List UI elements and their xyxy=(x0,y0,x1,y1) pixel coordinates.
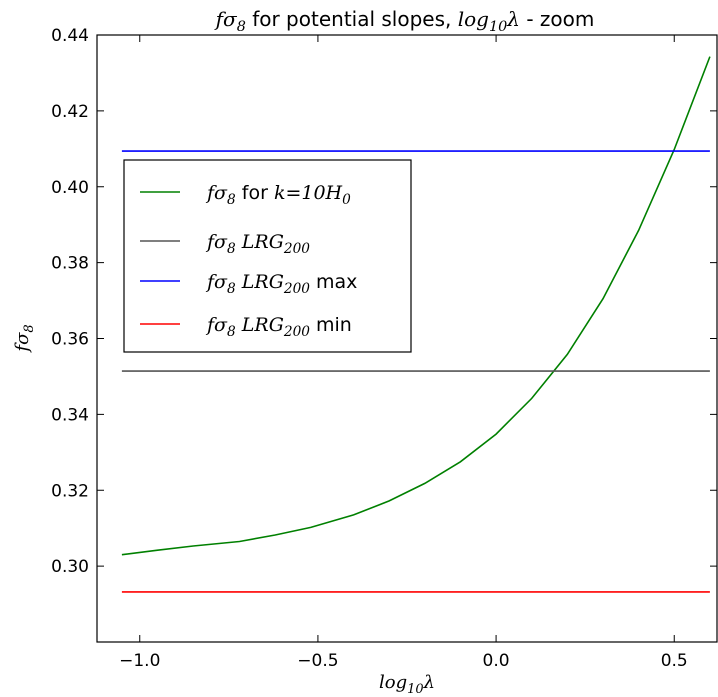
legend-label-part: fσ xyxy=(205,271,228,293)
ticks: −1.0 −0.5 0.0 0.5 0.30 0.32 0.34 0.36 0.38 0.40 0.… xyxy=(51,26,717,671)
legend-label-part: k xyxy=(274,182,286,204)
legend-label-part: 10H xyxy=(301,182,342,204)
y-tick-label: 0.38 xyxy=(51,254,89,274)
legend-label-part: 0 xyxy=(342,192,351,208)
legend-label-part: for xyxy=(236,182,274,204)
ylabel-sub: 8 xyxy=(22,324,37,332)
title-math: fσ xyxy=(214,7,238,31)
legend-label-part: LRG xyxy=(241,314,284,336)
legend-label-part: fσ xyxy=(205,182,228,204)
legend-label-0: fσ8 for k=10H0 xyxy=(205,182,351,208)
legend-label-part: 8 xyxy=(227,281,236,297)
legend-label-part: 200 xyxy=(283,241,310,257)
legend-label-part: 200 xyxy=(283,281,310,297)
y-tick-label: 0.34 xyxy=(51,405,89,425)
y-tick-label: 0.44 xyxy=(51,26,89,46)
y-tick-label: 0.40 xyxy=(51,178,89,198)
legend-label-1: fσ8 LRG200 xyxy=(205,231,310,257)
x-tick-label: 0.0 xyxy=(483,651,510,671)
xlabel-tail: λ xyxy=(423,672,435,693)
y-axis-label: fσ8 xyxy=(12,324,37,353)
xlabel-sub: 10 xyxy=(407,682,423,697)
x-axis-label: log10λ xyxy=(379,672,435,697)
plot-area xyxy=(121,56,711,593)
x-tick-label: 0.5 xyxy=(661,651,688,671)
legend-label-part: LRG xyxy=(241,271,284,293)
ylabel-math: fσ xyxy=(12,332,33,354)
legend-label-part: 8 xyxy=(227,324,236,340)
y-tick-label: 0.32 xyxy=(51,481,89,501)
legend-label-part: LRG xyxy=(241,231,284,253)
xlabel-math: log xyxy=(379,672,407,693)
x-tick-label: −1.0 xyxy=(119,651,160,671)
axes-frame xyxy=(96,34,718,643)
title-math2: log xyxy=(458,7,489,31)
legend-label-part: min xyxy=(310,314,352,336)
title-text-mid: for potential slopes, xyxy=(246,7,458,31)
legend-label-part: fσ xyxy=(205,314,228,336)
legend-label-part: 8 xyxy=(227,241,236,257)
y-tick-label: 0.36 xyxy=(51,330,89,350)
legend-label-3: fσ8 LRG200 min xyxy=(205,314,352,340)
title-math2-tail: λ xyxy=(506,7,520,31)
y-tick-label: 0.30 xyxy=(51,557,89,577)
chart-title: fσ8 for potential slopes, log10λ - zoom xyxy=(214,7,595,35)
y-tick-label: 0.42 xyxy=(51,102,89,122)
legend-label-part: 8 xyxy=(227,192,236,208)
series-line-0 xyxy=(121,56,711,556)
title-math2-sub: 10 xyxy=(489,19,507,35)
legend-label-2: fσ8 LRG200 max xyxy=(205,271,357,297)
legend-label-part: fσ xyxy=(205,231,228,253)
x-tick-label: −0.5 xyxy=(297,651,338,671)
legend-label-part: max xyxy=(310,271,357,293)
title-math-sub: 8 xyxy=(237,19,246,35)
legend-label-part: = xyxy=(285,182,301,204)
legend-label-part: 200 xyxy=(283,324,310,340)
title-text-end: - zoom xyxy=(520,7,594,31)
